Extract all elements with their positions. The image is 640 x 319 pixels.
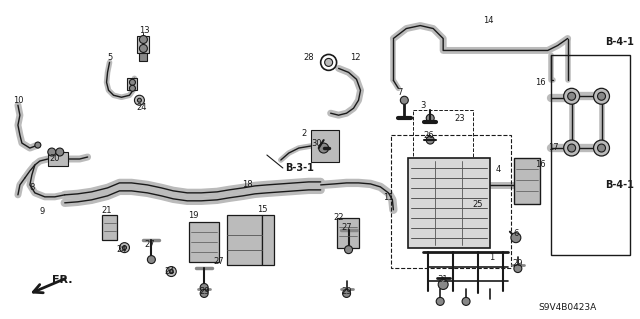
Circle shape xyxy=(140,35,147,43)
Circle shape xyxy=(342,289,351,297)
Bar xyxy=(227,215,262,264)
Text: 13: 13 xyxy=(139,26,150,35)
Text: 1: 1 xyxy=(490,253,495,262)
Bar xyxy=(138,35,149,54)
Bar xyxy=(413,110,473,158)
Text: 24: 24 xyxy=(116,245,127,254)
Circle shape xyxy=(426,114,434,122)
Text: 9: 9 xyxy=(39,207,44,216)
Text: 29: 29 xyxy=(513,259,523,268)
Text: 19: 19 xyxy=(188,211,198,220)
Text: 27: 27 xyxy=(214,257,225,266)
Text: 26: 26 xyxy=(423,130,433,140)
Circle shape xyxy=(129,79,136,85)
Circle shape xyxy=(598,92,605,100)
Text: 20: 20 xyxy=(49,153,60,162)
Text: 23: 23 xyxy=(455,114,465,123)
Text: 7: 7 xyxy=(397,88,403,97)
Circle shape xyxy=(436,297,444,305)
Bar xyxy=(262,215,274,264)
Text: 24: 24 xyxy=(136,103,147,112)
Bar xyxy=(127,78,138,90)
Bar xyxy=(140,54,147,61)
Text: 29: 29 xyxy=(199,287,209,296)
Circle shape xyxy=(462,297,470,305)
Circle shape xyxy=(166,267,176,277)
Text: 22: 22 xyxy=(333,213,344,222)
Circle shape xyxy=(35,142,41,148)
Circle shape xyxy=(426,136,434,144)
Text: 27: 27 xyxy=(341,223,352,232)
Text: 31: 31 xyxy=(437,275,447,284)
Text: 12: 12 xyxy=(350,53,361,62)
Circle shape xyxy=(120,243,129,253)
Circle shape xyxy=(598,144,605,152)
Circle shape xyxy=(344,246,353,254)
Circle shape xyxy=(48,148,56,156)
Text: 4: 4 xyxy=(495,166,500,174)
Circle shape xyxy=(511,233,521,243)
Circle shape xyxy=(56,148,64,156)
Circle shape xyxy=(147,256,156,263)
Text: S9V4B0423A: S9V4B0423A xyxy=(538,303,596,312)
Bar xyxy=(408,158,490,248)
Text: 2: 2 xyxy=(301,129,307,137)
Text: 8: 8 xyxy=(29,183,35,192)
Text: 16: 16 xyxy=(536,78,546,87)
Circle shape xyxy=(593,88,609,104)
Text: 5: 5 xyxy=(107,53,112,62)
Text: B-4-1: B-4-1 xyxy=(605,180,634,190)
Circle shape xyxy=(514,264,522,272)
Text: 28: 28 xyxy=(303,53,314,62)
Circle shape xyxy=(568,144,575,152)
Text: 15: 15 xyxy=(257,205,267,214)
Text: 3: 3 xyxy=(420,101,426,110)
Text: 21: 21 xyxy=(101,206,112,215)
Circle shape xyxy=(564,88,580,104)
Text: 17: 17 xyxy=(548,143,559,152)
Text: FR.: FR. xyxy=(52,275,72,285)
Text: 16: 16 xyxy=(536,160,546,169)
Text: 14: 14 xyxy=(483,16,493,25)
Text: 27: 27 xyxy=(144,240,155,249)
Circle shape xyxy=(129,85,136,91)
Circle shape xyxy=(134,95,145,105)
Circle shape xyxy=(324,58,333,66)
Circle shape xyxy=(593,140,609,156)
Circle shape xyxy=(568,92,575,100)
Text: 29: 29 xyxy=(341,287,352,296)
Bar xyxy=(102,215,116,240)
Bar xyxy=(392,135,511,268)
Circle shape xyxy=(138,98,141,102)
Bar xyxy=(310,130,339,162)
Bar xyxy=(514,158,540,204)
Circle shape xyxy=(319,143,329,153)
Circle shape xyxy=(401,96,408,104)
Text: 24: 24 xyxy=(164,267,175,276)
Circle shape xyxy=(438,279,448,289)
Bar xyxy=(551,56,630,255)
Bar xyxy=(48,152,68,166)
Bar xyxy=(189,222,219,262)
Circle shape xyxy=(200,284,208,292)
Circle shape xyxy=(321,55,337,70)
Text: B-3-1: B-3-1 xyxy=(285,163,314,173)
Circle shape xyxy=(170,270,173,273)
Text: 10: 10 xyxy=(13,96,23,105)
Text: 30: 30 xyxy=(312,138,322,148)
Text: 11: 11 xyxy=(383,193,394,202)
Circle shape xyxy=(564,140,580,156)
Circle shape xyxy=(200,289,208,297)
Text: 18: 18 xyxy=(242,181,252,189)
Text: B-4-1: B-4-1 xyxy=(605,38,634,48)
Circle shape xyxy=(122,246,127,250)
Bar xyxy=(337,218,358,248)
Text: 25: 25 xyxy=(473,200,483,209)
Text: 6: 6 xyxy=(513,229,518,238)
Circle shape xyxy=(140,44,147,52)
